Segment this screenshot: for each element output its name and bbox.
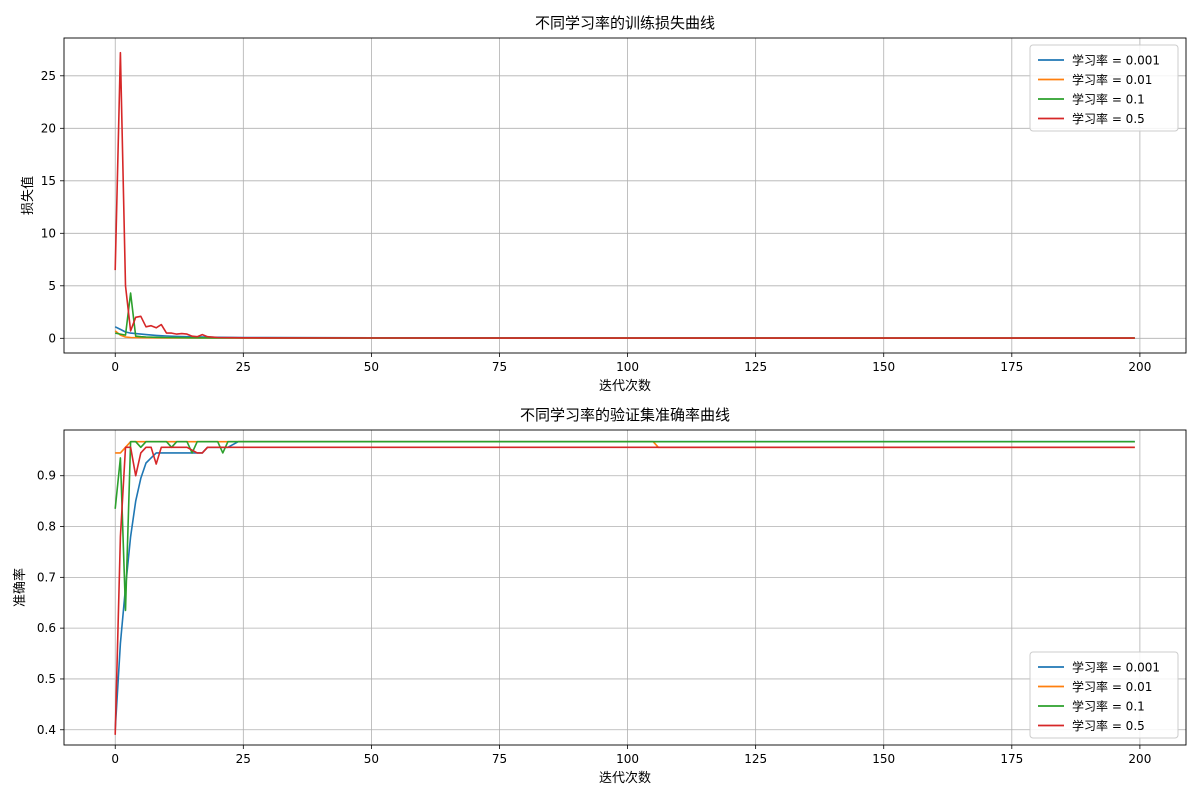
x-axis-label: 迭代次数 <box>599 378 651 394</box>
x-tick-label: 0 <box>111 752 119 766</box>
legend-box <box>1029 44 1179 132</box>
x-axis-label: 迭代次数 <box>599 770 651 786</box>
loss-chart: 0 25 50 75 100 125 150 175 200 0 5 10 15 20 25 不同学习率的训练… <box>20 14 1187 394</box>
chart-title: 不同学习率的训练损失曲线 <box>535 14 715 32</box>
x-tick-label: 25 <box>236 360 251 374</box>
x-tick-label: 100 <box>616 752 639 766</box>
legend: 学习率 = 0.001 学习率 = 0.01 学习率 = 0.1 学习率 = 0.5 <box>1029 651 1179 739</box>
x-tick-label: 100 <box>616 360 639 374</box>
x-tick-label: 0 <box>111 360 119 374</box>
legend: 学习率 = 0.001 学习率 = 0.01 学习率 = 0.1 学习率 = 0.5 <box>1029 44 1179 132</box>
y-tick-label: 5 <box>48 279 56 293</box>
x-tick-label: 50 <box>364 752 379 766</box>
y-axis-label: 损失值 <box>20 176 36 215</box>
legend-label: 学习率 = 0.5 <box>1072 111 1145 126</box>
y-tick-label: 0.6 <box>37 621 56 635</box>
legend-label: 学习率 = 0.1 <box>1072 92 1145 107</box>
x-tick-label: 175 <box>1000 360 1023 374</box>
y-tick-label: 0.8 <box>37 520 56 534</box>
x-tick-label: 125 <box>744 752 767 766</box>
legend-label: 学习率 = 0.1 <box>1072 699 1145 714</box>
x-tick-label: 200 <box>1128 360 1151 374</box>
y-tick-label: 20 <box>41 121 56 135</box>
series-line-0 <box>114 440 1135 730</box>
y-axis-label: 准确率 <box>12 568 28 607</box>
y-tick-label: 15 <box>41 174 56 188</box>
legend-label: 学习率 = 0.001 <box>1072 660 1160 675</box>
x-tick-label: 150 <box>872 360 895 374</box>
x-tick-label: 125 <box>744 360 767 374</box>
axes-frame <box>63 37 1187 354</box>
x-tick-label: 75 <box>492 752 507 766</box>
legend-box <box>1029 651 1179 739</box>
series-line-0 <box>114 326 1135 339</box>
x-tick-label: 150 <box>872 752 895 766</box>
legend-label: 学习率 = 0.01 <box>1072 679 1152 694</box>
y-tick-label: 0.5 <box>37 672 56 686</box>
y-tick-label: 0 <box>48 331 56 345</box>
series-line-3 <box>114 446 1135 735</box>
legend-label: 学习率 = 0.01 <box>1072 72 1152 87</box>
y-tick-label: 25 <box>41 69 56 83</box>
y-tick-label: 0.9 <box>37 469 56 483</box>
axes-frame <box>63 429 1187 746</box>
x-tick-label: 175 <box>1000 752 1023 766</box>
accuracy-chart: 0 25 50 75 100 125 150 175 200 0.4 0.5 0.6 0.7 0.8 0.9… <box>12 406 1187 786</box>
y-tick-label: 10 <box>41 226 56 240</box>
x-tick-label: 50 <box>364 360 379 374</box>
legend-label: 学习率 = 0.5 <box>1072 718 1145 733</box>
x-tick-label: 25 <box>236 752 251 766</box>
legend-label: 学习率 = 0.001 <box>1072 53 1160 68</box>
y-tick-label: 0.4 <box>37 723 56 737</box>
series-line-2 <box>115 292 1135 339</box>
series-line-2 <box>114 440 1135 612</box>
x-tick-label: 200 <box>1128 752 1151 766</box>
x-tick-label: 75 <box>492 360 507 374</box>
series-line-1 <box>115 440 1135 454</box>
series-line-3 <box>114 51 1135 339</box>
y-tick-label: 0.7 <box>37 570 56 584</box>
chart-title: 不同学习率的验证集准确率曲线 <box>520 406 730 424</box>
